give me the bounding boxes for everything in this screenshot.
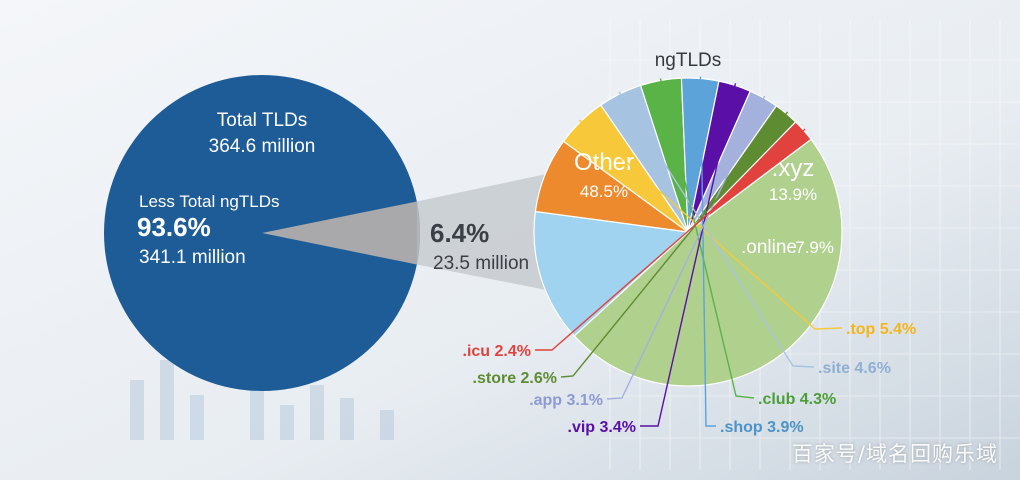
background-bar [340, 398, 354, 440]
slice-percent-online: 7.9% [795, 238, 834, 257]
slice-label-other: Other [574, 149, 634, 176]
pie-slice-ngtlds [262, 201, 421, 265]
background-bars [130, 360, 394, 440]
slice-label-site: .site 4.6% [818, 360, 891, 377]
background-bar [160, 360, 174, 440]
background-bar [250, 375, 264, 440]
slice-percent-other: 48.5% [580, 182, 628, 201]
less-ngtlds-percent: 93.6% [137, 212, 211, 242]
slice-label-shop: .shop 3.9% [720, 419, 804, 436]
slice-label-store: .store 2.6% [473, 370, 557, 387]
background-bar [190, 395, 204, 440]
total-tlds-pie [104, 75, 421, 391]
slice-label-vip: .vip 3.4% [568, 419, 636, 436]
slice-label-top: .top 5.4% [846, 321, 916, 338]
leader-line-site [618, 91, 815, 368]
leader-line-club [659, 78, 755, 399]
background-bar [310, 385, 324, 440]
background-bar [130, 380, 144, 440]
slice-label-app: .app 3.1% [529, 392, 603, 409]
leader-line-store [560, 111, 789, 378]
slice-label-icu: .icu 2.4% [463, 343, 531, 360]
pie-slice-other [573, 138, 843, 387]
slice-label-club: .club 4.3% [758, 391, 836, 408]
connector-band [416, 174, 546, 290]
ngtlds-share-percent: 6.4% [430, 218, 489, 248]
background-bar [380, 410, 394, 440]
watermark: 百家号/域名回购乐域 [791, 442, 998, 466]
slice-label-xyz: .xyz [772, 155, 815, 182]
pie-slice-xyz [533, 210, 690, 337]
less-ngtlds-value: 341.1 million [139, 247, 246, 268]
leader-line-app [606, 95, 766, 400]
leader-line-icu [535, 128, 806, 351]
ngtlds-pie [533, 77, 843, 387]
slice-percent-xyz: 13.9% [769, 185, 817, 204]
total-tlds-label: Total TLDs [217, 110, 307, 131]
ngtlds-title: ngTLDs [655, 50, 722, 71]
leader-line-top [578, 119, 843, 330]
background-bar [280, 405, 294, 440]
total-tlds-value: 364.6 million [209, 136, 316, 157]
leader-line-vip [640, 83, 737, 427]
slice-label-online: .online [741, 237, 797, 258]
ngtlds-share-value: 23.5 million [433, 253, 529, 274]
leader-line-shop [699, 76, 716, 427]
less-ngtlds-label: Less Total ngTLDs [139, 192, 279, 211]
